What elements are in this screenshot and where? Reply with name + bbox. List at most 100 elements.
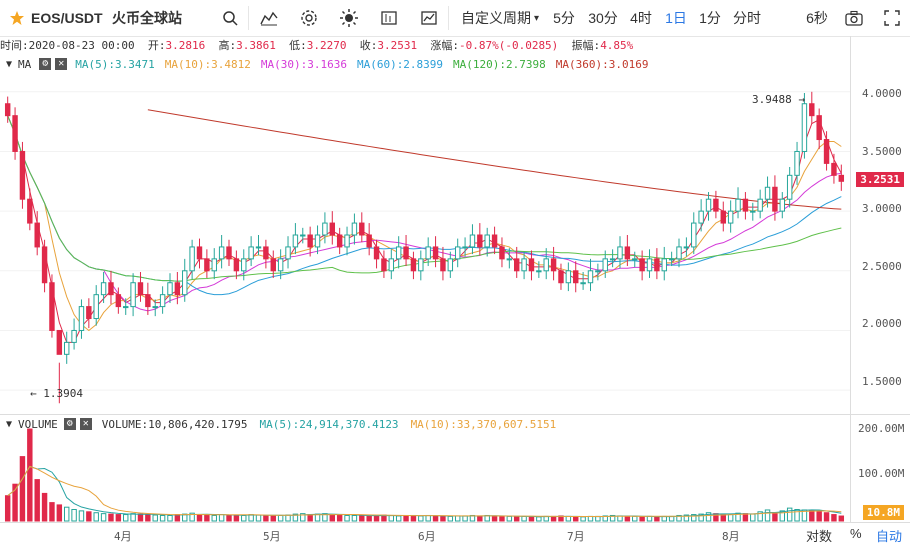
pane-divider[interactable]	[0, 414, 910, 415]
candle	[617, 246, 623, 260]
volume-bar	[336, 514, 343, 522]
low-annotation: ← 1.3904	[30, 387, 83, 400]
volume-bar	[100, 513, 107, 522]
candle	[100, 282, 107, 296]
candle	[19, 150, 26, 200]
volume-close-icon[interactable]: ✕	[79, 418, 92, 430]
period-dropdown[interactable]: 自定义周期 ▾	[458, 0, 542, 36]
low-label: 低:	[289, 39, 307, 52]
log-scale-toggle[interactable]: 对数	[806, 529, 833, 544]
symbol-label[interactable]: EOS/USDT	[31, 10, 103, 26]
interval-1m[interactable]: 1分	[699, 10, 721, 26]
volume-bar	[764, 509, 771, 522]
volume-ma10: MA(10):33,370,607.5151	[410, 417, 557, 431]
time-value: 2020-08-23 00:00	[28, 39, 135, 52]
interval-30m[interactable]: 30分	[588, 10, 618, 26]
candle	[241, 258, 247, 272]
volume-bar	[233, 514, 240, 522]
chart-type-icon[interactable]	[416, 0, 442, 36]
candle	[425, 246, 431, 260]
candle	[683, 246, 690, 249]
volume-bar	[432, 515, 439, 522]
candle	[757, 198, 763, 212]
volume-bar	[351, 514, 358, 522]
candlestick-chart[interactable]	[0, 36, 910, 547]
gear-icon[interactable]	[296, 0, 322, 36]
interval-timeline[interactable]: 分时	[733, 10, 761, 26]
amplitude-value: 4.85%	[600, 39, 634, 52]
volume-bar	[683, 514, 690, 522]
theme-sun-icon[interactable]	[336, 0, 362, 36]
price-tick: 3.5000	[862, 145, 902, 158]
volume-bar	[624, 515, 631, 522]
volume-bar	[78, 510, 85, 522]
close-label: 收:	[359, 39, 378, 52]
collapse-chevron-icon[interactable]: ▼	[6, 58, 13, 70]
candle	[477, 234, 483, 248]
candle	[705, 198, 712, 212]
candle	[137, 282, 144, 296]
volume-bar	[521, 515, 527, 522]
candle	[388, 258, 395, 272]
percent-scale-toggle[interactable]: %	[850, 526, 862, 541]
volume-bar	[757, 511, 763, 522]
volume-bar	[196, 514, 203, 522]
candle	[609, 258, 616, 261]
volume-bar	[528, 515, 535, 522]
volume-bar	[211, 514, 217, 522]
candle	[93, 294, 99, 320]
refresh-label[interactable]: 6秒	[806, 10, 828, 26]
candle	[514, 258, 520, 272]
candle	[646, 258, 653, 272]
volume-bar	[159, 514, 166, 522]
candle	[720, 210, 726, 224]
volume-bar	[189, 512, 195, 522]
volume-bar	[565, 515, 572, 522]
candle	[454, 246, 461, 260]
volume-bar	[691, 514, 697, 522]
candle	[580, 282, 586, 285]
candle	[277, 258, 284, 272]
candle	[226, 246, 232, 260]
candle	[676, 246, 682, 260]
volume-bar	[779, 510, 786, 522]
close-value: 3.2531	[377, 39, 418, 52]
volume-bar	[123, 514, 129, 522]
candle	[56, 329, 63, 355]
candle	[263, 246, 269, 260]
volume-bar	[410, 514, 417, 522]
compare-icon[interactable]	[376, 0, 402, 36]
price-axis[interactable]	[850, 36, 910, 414]
candle	[469, 234, 476, 248]
fullscreen-icon[interactable]	[880, 0, 904, 36]
interval-1d[interactable]: 1日	[665, 10, 687, 26]
candle	[543, 258, 549, 272]
ma-close-icon[interactable]: ✕	[55, 58, 68, 70]
volume-settings-icon[interactable]: ⚙	[63, 418, 76, 430]
candle	[4, 103, 11, 117]
ma-settings-icon[interactable]: ⚙	[39, 58, 52, 70]
star-icon[interactable]	[8, 0, 26, 36]
search-icon[interactable]	[218, 0, 242, 36]
volume-bar	[277, 514, 284, 522]
volume-bar	[108, 513, 114, 522]
volume-bar	[344, 514, 350, 522]
candle	[285, 246, 291, 260]
volume-bar	[403, 514, 409, 522]
interval-4h[interactable]: 4时	[630, 10, 652, 26]
volume-axis[interactable]	[850, 415, 910, 522]
high-value: 3.3861	[236, 39, 276, 52]
volume-bar	[462, 515, 468, 522]
volume-bar	[514, 516, 520, 522]
candle	[373, 246, 380, 260]
volume-bar	[587, 515, 594, 522]
camera-icon[interactable]	[842, 0, 866, 36]
candle	[115, 294, 122, 308]
candle	[506, 258, 513, 261]
ohlc-info-bar: 时间:2020-08-23 00:00 开:3.2816 高:3.3861 低:…	[0, 37, 850, 55]
collapse-chevron-icon[interactable]: ▼	[6, 418, 13, 430]
indicator-icon[interactable]	[256, 0, 282, 36]
interval-5m[interactable]: 5分	[553, 10, 575, 26]
volume-bar	[580, 516, 586, 522]
auto-scale-toggle[interactable]: 自动	[876, 529, 903, 544]
